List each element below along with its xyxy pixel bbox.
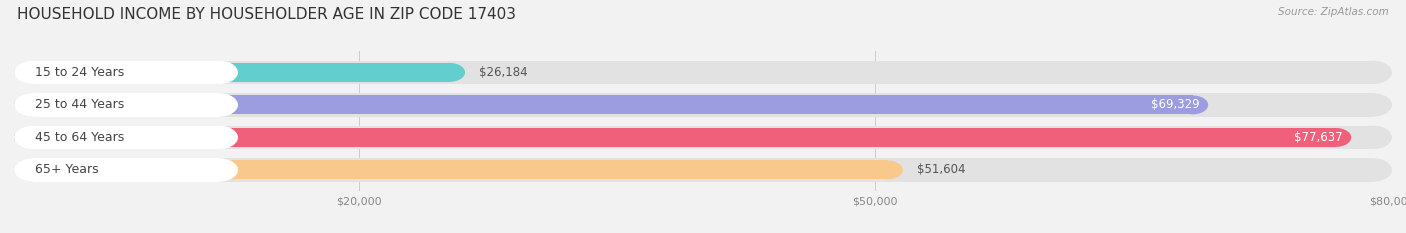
Bar (34, 126, 219, 149)
Text: 45 to 64 Years: 45 to 64 Years (35, 131, 124, 144)
Ellipse shape (14, 128, 45, 147)
Bar (34, 61, 219, 84)
Ellipse shape (200, 93, 238, 116)
Bar (34, 126, 1372, 149)
Ellipse shape (1320, 128, 1351, 147)
Text: $26,184: $26,184 (479, 66, 527, 79)
Ellipse shape (1354, 93, 1392, 116)
Bar (34, 93, 1372, 116)
Ellipse shape (1354, 61, 1392, 84)
Ellipse shape (1354, 126, 1392, 149)
Text: $51,604: $51,604 (917, 163, 965, 176)
Bar (34, 158, 219, 182)
Text: $77,637: $77,637 (1294, 131, 1343, 144)
Ellipse shape (200, 61, 238, 84)
Ellipse shape (14, 63, 45, 82)
Text: 65+ Years: 65+ Years (35, 163, 98, 176)
Ellipse shape (14, 96, 45, 114)
Ellipse shape (14, 158, 52, 182)
Text: HOUSEHOLD INCOME BY HOUSEHOLDER AGE IN ZIP CODE 17403: HOUSEHOLD INCOME BY HOUSEHOLDER AGE IN Z… (17, 7, 516, 22)
Ellipse shape (14, 126, 52, 149)
Ellipse shape (14, 93, 52, 116)
Bar (34, 158, 1372, 182)
Bar (30, 128, 1336, 147)
Ellipse shape (14, 158, 52, 182)
Bar (30, 161, 887, 179)
Ellipse shape (200, 126, 238, 149)
Text: 15 to 24 Years: 15 to 24 Years (35, 66, 124, 79)
Text: $69,329: $69,329 (1152, 98, 1199, 111)
Ellipse shape (434, 63, 465, 82)
Ellipse shape (14, 61, 52, 84)
Ellipse shape (14, 126, 52, 149)
Bar (30, 63, 450, 82)
Bar (34, 93, 219, 116)
Ellipse shape (1354, 158, 1392, 182)
Ellipse shape (1178, 96, 1208, 114)
Ellipse shape (14, 93, 52, 116)
Ellipse shape (14, 161, 45, 179)
Ellipse shape (14, 61, 52, 84)
Bar (34, 61, 1372, 84)
Ellipse shape (872, 161, 903, 179)
Text: Source: ZipAtlas.com: Source: ZipAtlas.com (1278, 7, 1389, 17)
Bar (30, 96, 1192, 114)
Text: 25 to 44 Years: 25 to 44 Years (35, 98, 124, 111)
Ellipse shape (200, 158, 238, 182)
